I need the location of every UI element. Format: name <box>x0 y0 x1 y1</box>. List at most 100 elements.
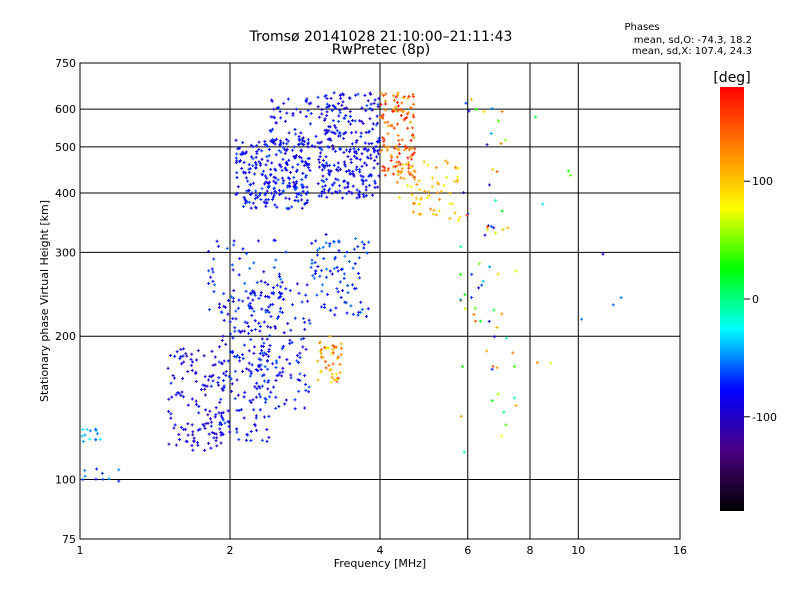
data-point <box>322 191 326 195</box>
data-point <box>343 164 347 168</box>
data-point <box>243 329 247 333</box>
data-point <box>316 265 320 269</box>
data-point <box>285 142 289 146</box>
data-point <box>289 376 293 380</box>
data-point <box>247 163 251 167</box>
data-point <box>463 306 467 310</box>
data-point <box>203 448 207 452</box>
data-point <box>336 165 340 169</box>
data-point <box>334 106 338 110</box>
data-point <box>260 384 264 388</box>
data-point <box>281 297 285 301</box>
data-point <box>234 317 238 321</box>
data-point <box>369 107 373 111</box>
data-point <box>322 303 326 307</box>
data-point <box>357 256 361 260</box>
data-point <box>255 151 259 155</box>
data-point <box>323 346 327 350</box>
data-point <box>303 374 307 378</box>
data-point <box>275 137 279 141</box>
data-point <box>262 270 266 274</box>
y-tick-label: 300 <box>55 246 76 259</box>
data-point <box>235 176 239 180</box>
data-point <box>238 355 242 359</box>
data-point <box>334 190 338 194</box>
data-point <box>291 113 295 117</box>
data-point <box>332 91 336 95</box>
data-point <box>354 140 358 144</box>
data-point <box>237 298 241 302</box>
data-point <box>271 362 275 366</box>
data-point <box>233 397 237 401</box>
data-point <box>359 135 363 139</box>
data-point <box>233 326 237 330</box>
data-point <box>460 364 464 368</box>
data-point <box>209 424 213 428</box>
data-point <box>248 266 252 270</box>
data-point <box>274 168 278 172</box>
data-point <box>332 240 336 244</box>
data-point <box>365 251 369 255</box>
data-point <box>270 127 274 131</box>
data-point <box>272 385 276 389</box>
data-point <box>491 168 495 172</box>
data-point <box>372 147 376 151</box>
data-point <box>275 374 279 378</box>
data-point <box>180 390 184 394</box>
data-point <box>174 443 178 447</box>
data-point <box>317 194 321 198</box>
data-point <box>318 350 322 354</box>
data-point <box>260 157 264 161</box>
data-point <box>257 160 261 164</box>
data-point <box>330 352 334 356</box>
data-point <box>361 121 365 125</box>
data-point <box>291 148 295 152</box>
data-point <box>418 188 422 192</box>
data-point <box>504 138 508 142</box>
data-point <box>266 354 270 358</box>
data-point <box>265 189 269 193</box>
data-point <box>265 155 269 159</box>
data-point <box>352 247 356 251</box>
data-point <box>426 163 430 167</box>
data-point <box>502 410 506 414</box>
data-point <box>171 374 175 378</box>
data-point <box>415 182 419 186</box>
data-point <box>338 184 342 188</box>
data-point <box>364 109 368 113</box>
data-point <box>222 384 226 388</box>
data-point <box>249 292 253 296</box>
data-point <box>425 196 429 200</box>
data-point <box>396 133 400 137</box>
data-point <box>363 93 367 97</box>
data-point <box>360 178 364 182</box>
data-point <box>286 322 290 326</box>
data-point <box>394 165 398 169</box>
data-point <box>432 208 436 212</box>
data-point <box>303 320 307 324</box>
data-point <box>297 135 301 139</box>
data-point <box>281 366 285 370</box>
data-point <box>411 133 415 137</box>
data-point <box>302 164 306 168</box>
data-point <box>391 94 395 98</box>
data-point <box>356 245 360 249</box>
data-point <box>321 245 325 249</box>
data-point <box>362 147 366 151</box>
data-point <box>272 140 276 144</box>
data-point <box>496 119 500 123</box>
data-point <box>235 427 239 431</box>
data-point <box>269 167 273 171</box>
data-point <box>292 176 296 180</box>
data-point <box>269 314 273 318</box>
data-point <box>336 290 340 294</box>
data-point <box>395 100 399 104</box>
data-point <box>411 201 415 205</box>
data-point <box>332 345 336 349</box>
data-point <box>217 360 221 364</box>
data-point <box>487 319 491 323</box>
data-point <box>349 161 353 165</box>
data-point <box>186 403 190 407</box>
data-point <box>272 179 276 183</box>
data-point <box>180 362 184 366</box>
